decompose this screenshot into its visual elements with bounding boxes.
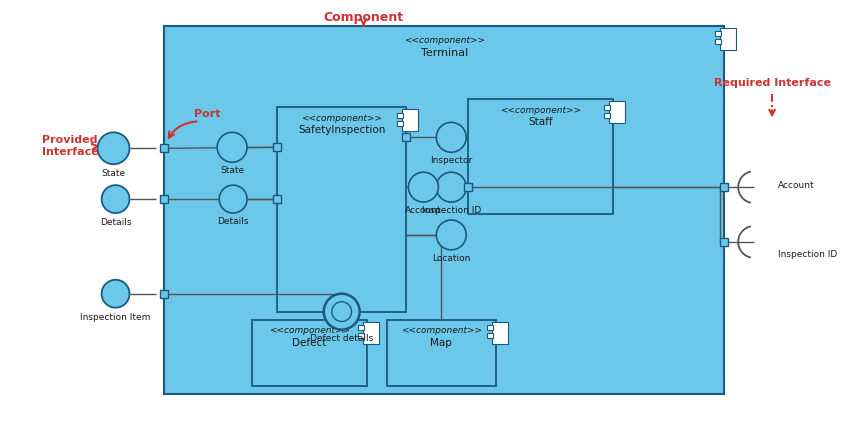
Text: Inspector: Inspector <box>430 156 472 165</box>
Text: <<component>>: <<component>> <box>269 326 350 335</box>
Bar <box>603 113 609 118</box>
Text: Port: Port <box>194 110 220 119</box>
Bar <box>277 107 407 312</box>
Text: Inspection ID: Inspection ID <box>778 250 837 259</box>
Bar <box>403 133 410 141</box>
Circle shape <box>437 172 466 202</box>
Bar <box>273 143 281 151</box>
Bar <box>603 105 609 110</box>
Bar <box>386 320 496 386</box>
Text: Location: Location <box>432 254 471 263</box>
Bar <box>160 144 168 152</box>
Text: Account: Account <box>778 181 814 190</box>
Bar <box>160 290 168 298</box>
Circle shape <box>408 172 438 202</box>
Circle shape <box>437 220 466 250</box>
Circle shape <box>101 280 129 308</box>
Text: Inspection Item: Inspection Item <box>80 312 151 322</box>
Text: SafetyInspection: SafetyInspection <box>298 126 386 135</box>
Bar <box>160 195 168 203</box>
Bar <box>397 113 403 118</box>
Bar <box>403 110 419 131</box>
Bar <box>487 333 493 338</box>
Circle shape <box>220 185 247 213</box>
Bar <box>164 26 724 394</box>
Bar <box>465 183 472 191</box>
Circle shape <box>98 132 129 164</box>
Bar <box>357 325 363 330</box>
Bar <box>716 39 722 44</box>
Text: Map: Map <box>431 338 452 347</box>
Text: <<component>>: <<component>> <box>401 326 482 335</box>
Text: State: State <box>101 169 126 178</box>
Text: Staff: Staff <box>528 118 553 127</box>
Text: Details: Details <box>100 218 131 227</box>
Bar <box>720 238 728 246</box>
Text: State: State <box>220 166 244 175</box>
Circle shape <box>217 132 247 162</box>
Bar <box>252 320 367 386</box>
Bar <box>720 28 736 50</box>
Bar <box>357 333 363 338</box>
Text: Account: Account <box>405 206 442 215</box>
Text: Required Interface: Required Interface <box>714 77 831 88</box>
Text: Provided
Interface: Provided Interface <box>42 136 99 157</box>
Text: Terminal: Terminal <box>420 48 468 57</box>
Text: Inspection ID: Inspection ID <box>421 206 481 215</box>
Text: Details: Details <box>217 217 248 226</box>
Text: Component: Component <box>323 11 403 24</box>
Text: <<component>>: <<component>> <box>404 36 485 45</box>
Circle shape <box>437 122 466 152</box>
Bar <box>608 102 625 123</box>
Bar <box>492 322 508 343</box>
Bar <box>720 183 728 191</box>
Circle shape <box>332 302 351 321</box>
Bar <box>716 31 722 36</box>
Text: Defect details: Defect details <box>310 334 374 343</box>
Bar <box>363 322 379 343</box>
Circle shape <box>101 185 129 213</box>
Bar <box>487 325 493 330</box>
Bar <box>273 195 281 203</box>
Circle shape <box>323 294 360 330</box>
Text: <<component>>: <<component>> <box>301 114 382 123</box>
Bar <box>468 99 613 214</box>
Text: Defect: Defect <box>292 338 327 347</box>
Text: <<component>>: <<component>> <box>500 106 581 115</box>
Bar <box>397 121 403 126</box>
